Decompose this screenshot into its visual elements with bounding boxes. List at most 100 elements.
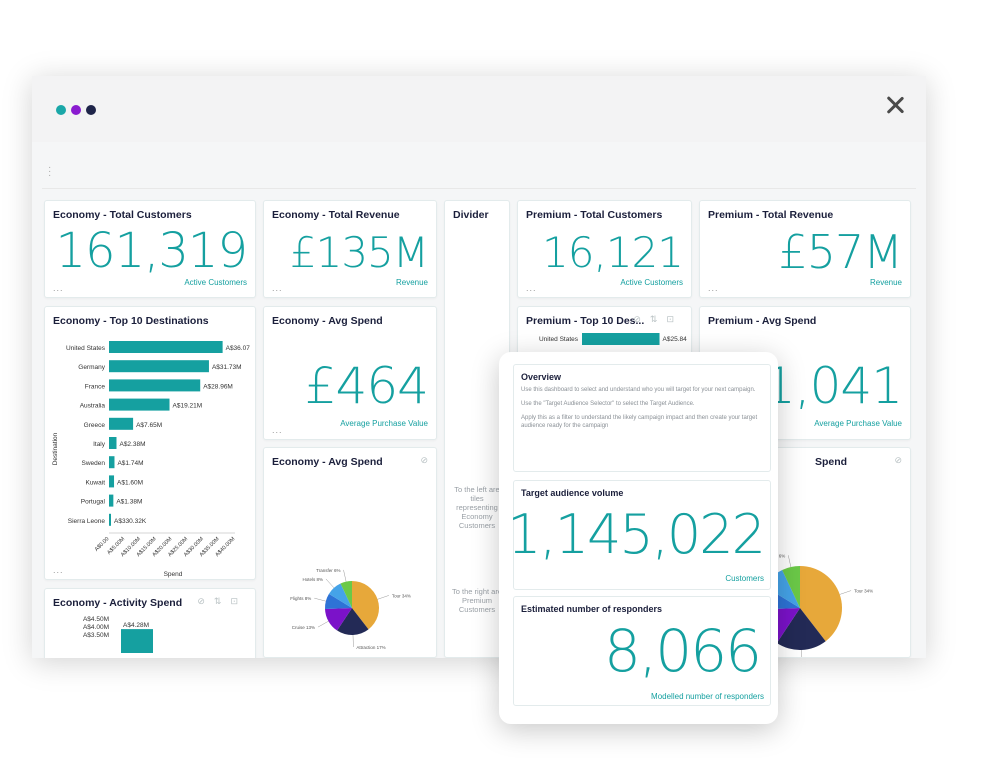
y-tick-label: A$3.50M <box>83 632 109 639</box>
overview-line: audience ready for the campaign <box>521 423 609 429</box>
tile-title: Economy - Avg Spend <box>272 315 383 327</box>
overview-card[interactable]: Overview Use this dashboard to select an… <box>513 364 771 472</box>
leader-line <box>325 578 335 589</box>
more-options-icon[interactable]: ... <box>53 565 64 575</box>
category-label: Sweden <box>82 460 106 467</box>
pie-slice <box>325 608 352 631</box>
bar <box>109 360 209 373</box>
tile-title: Spend <box>815 456 848 468</box>
tile-title: Divider <box>453 209 489 221</box>
divider-right-note: To the right are Premium Customers <box>445 587 509 614</box>
category-label: Portugal <box>81 499 106 506</box>
category-label: France <box>85 383 106 390</box>
y-axis-label: Destination <box>52 432 59 465</box>
tile-action-icons[interactable]: ⊘⇅⊡ <box>197 596 247 606</box>
leader-line <box>317 620 329 628</box>
overlay-panel: Overview Use this dashboard to select an… <box>499 352 778 724</box>
premium-avg-spend-pie-chart: Tour 34%Attraction 17%Cruise 13%Flights … <box>724 553 873 657</box>
destinations-bar-chart: United States A$36.07 Germany A$31.73M Franc… <box>52 341 251 578</box>
tile-economy-top10-destinations[interactable]: Economy - Top 10 Destinations United Sta… <box>44 306 256 580</box>
tile-title: Premium - Top 10 Des... <box>526 315 645 327</box>
category-label: Germany <box>78 364 105 371</box>
data-label: A$1.38M <box>116 499 142 506</box>
data-label: A$2.38M <box>119 441 145 448</box>
leader-line <box>314 597 326 602</box>
tile-economy-avg-spend-pie[interactable]: Economy - Avg Spend ⊘ Tour 34% Attraction… <box>263 447 437 658</box>
note-line: tiles <box>470 494 484 503</box>
data-label: A$19.21M <box>173 403 203 410</box>
slice-label: Flights 8% <box>290 596 311 601</box>
category-label: Kuwait <box>85 479 105 486</box>
data-label: A$25.84 <box>663 336 688 343</box>
note-line: To the right are <box>451 587 503 596</box>
slice-label: Cruise 13% <box>292 625 315 630</box>
bar <box>109 494 114 507</box>
more-options-icon[interactable]: ... <box>708 283 719 293</box>
slice-label: Transfer 6% <box>316 568 340 573</box>
more-options-icon[interactable]: ... <box>272 283 283 293</box>
overview-line: Use the "Target Audience Selector" to se… <box>521 401 695 407</box>
tile-economy-activity-spend[interactable]: Economy - Activity Spend ⊘⇅⊡ A$4.50M A$4.… <box>44 588 256 658</box>
category-label: Australia <box>80 403 106 410</box>
leader-line <box>839 590 852 595</box>
tile-economy-total-customers[interactable]: Economy - Total Customers 161,319 Active… <box>44 200 256 298</box>
tile-economy-total-revenue[interactable]: Economy - Total Revenue £135M Revenue ..… <box>263 200 437 298</box>
category-label: United States <box>66 345 106 352</box>
tile-title: Premium - Total Customers <box>526 209 663 221</box>
navy-dot-icon <box>86 105 96 115</box>
tile-premium-total-revenue[interactable]: Premium - Total Revenue £57M Revenue ... <box>699 200 911 298</box>
leader-line <box>343 569 347 582</box>
overview-title: Overview <box>521 372 562 382</box>
more-options-icon[interactable]: ... <box>272 425 283 435</box>
note-line: Customers <box>458 605 496 614</box>
pie-slice <box>352 581 379 630</box>
pie-slice <box>776 608 826 650</box>
note-line: Economy <box>461 512 493 521</box>
pie-slice <box>800 566 842 642</box>
tile-title: Economy - Activity Spend <box>53 597 183 609</box>
kpi-value: £464 <box>304 357 429 415</box>
close-icon[interactable] <box>886 96 904 114</box>
kpi-value: 161,319 <box>55 223 248 279</box>
data-label: A$1.74M <box>117 460 143 467</box>
bar <box>109 513 111 526</box>
data-label: A$330.32K <box>114 518 147 525</box>
pie-slice <box>340 581 352 608</box>
category-label: Sierra Leone <box>68 518 106 525</box>
kpi-label: Revenue <box>395 278 428 287</box>
target-audience-card[interactable]: Target audience volume 1,145,022 Custome… <box>507 480 771 590</box>
tag-icon[interactable]: ⊘ <box>894 455 902 465</box>
vertical-ellipsis-icon[interactable]: · · · <box>48 162 52 181</box>
kpi-label: Revenue <box>869 278 902 287</box>
kpi-label: Active Customers <box>184 278 247 287</box>
bar <box>109 456 115 469</box>
title-bar <box>32 76 926 142</box>
overview-line: Apply this as a filter to understand the… <box>521 415 758 421</box>
kpi-value: 1,041 <box>763 357 903 415</box>
x-axis-label: Spend <box>164 571 183 578</box>
responders-card[interactable]: Estimated number of responders 8,066 Mod… <box>513 596 771 706</box>
more-options-icon[interactable]: ... <box>526 283 537 293</box>
bar <box>109 475 115 488</box>
pie-slice <box>337 608 369 635</box>
pie-slice <box>328 583 352 608</box>
tile-premium-total-customers[interactable]: Premium - Total Customers 16,121 Active … <box>517 200 692 298</box>
data-label: A$1.60M <box>117 479 143 486</box>
responders-value: 8,066 <box>603 617 762 685</box>
target-value: 1,145,022 <box>507 503 766 566</box>
tile-action-icons[interactable]: ⊘⇅⊡ <box>633 314 683 324</box>
pie-slice <box>325 593 352 609</box>
tile-economy-avg-spend[interactable]: Economy - Avg Spend £464 Average Purchas… <box>263 306 437 440</box>
tag-icon[interactable]: ⊘ <box>420 455 428 465</box>
data-label: A$36.07 <box>226 345 251 352</box>
target-label: Customers <box>725 574 764 583</box>
category-label: United States <box>539 336 579 343</box>
data-label: A$7.65M <box>136 422 162 429</box>
more-options-icon[interactable]: ... <box>53 283 64 293</box>
tile-premium-top10-destinations[interactable]: Premium - Top 10 Des... ⊘⇅⊡ United State… <box>517 306 692 356</box>
data-label: A$31.73M <box>212 364 242 371</box>
kpi-label: Active Customers <box>620 278 683 287</box>
kpi-value: £57M <box>778 225 903 279</box>
target-title: Target audience volume <box>521 488 624 498</box>
